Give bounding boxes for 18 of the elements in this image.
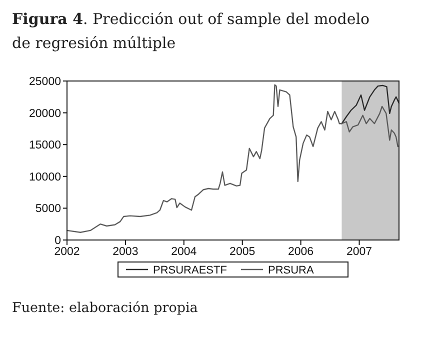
y-tick-label: 5000 <box>35 203 61 216</box>
x-tick-label: 2007 <box>346 246 372 258</box>
legend-label: PRSURA <box>268 264 315 276</box>
x-tick-label: 2004 <box>171 246 198 258</box>
line-series <box>66 84 398 233</box>
x-tick-label: 2002 <box>54 246 80 258</box>
line-series <box>341 84 400 124</box>
y-tick-label: 25000 <box>29 76 61 88</box>
x-tick-label: 2003 <box>112 246 138 258</box>
y-tick-label: 10000 <box>29 171 61 184</box>
x-tick-label: 2005 <box>230 246 256 258</box>
x-tick-label: 2006 <box>288 246 314 258</box>
y-tick-label: 15000 <box>29 140 61 152</box>
y-tick-label: 0 <box>54 235 61 248</box>
chart-title: Figura 4. Predicción out of sample del modelo de regresión múltiple <box>12 10 370 52</box>
legend-label: PRSURAESTF <box>153 264 228 276</box>
source-note: Fuente: elaboración propia <box>12 300 198 316</box>
y-tick-label: 20000 <box>29 108 61 120</box>
